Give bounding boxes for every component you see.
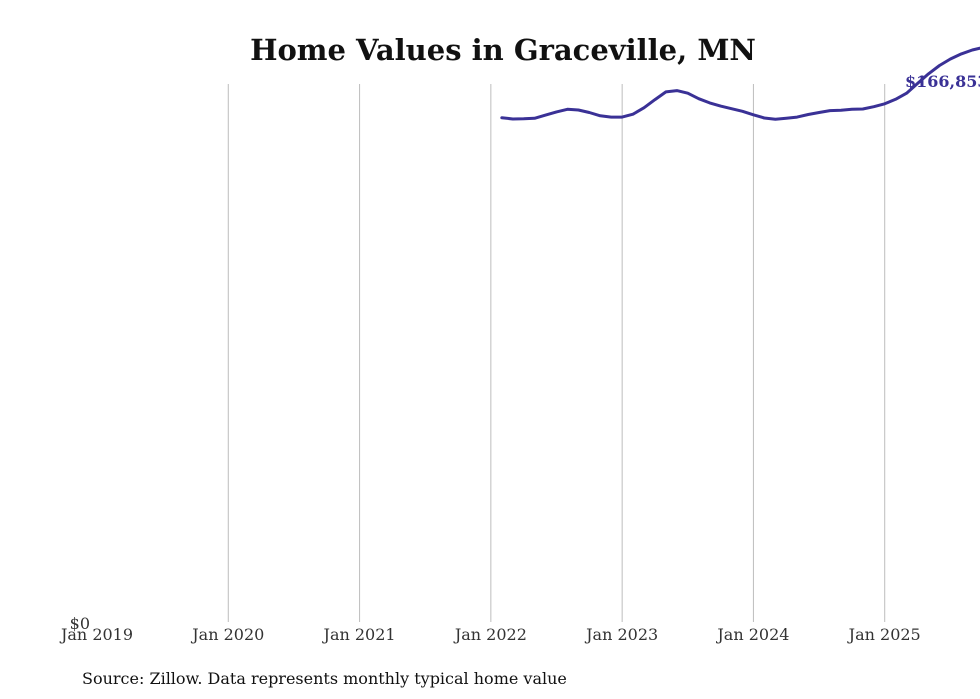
end-value-label: $166,853	[905, 72, 980, 91]
x-axis-ticks: Jan 2019 Jan 2020 Jan 2021 Jan 2022 Jan 2023…	[59, 625, 921, 644]
gridlines	[227, 84, 886, 622]
x-tick-label: Jan 2024	[715, 625, 789, 644]
x-tick-label: Jan 2021	[322, 625, 396, 644]
x-tick-label: Jan 2025	[847, 625, 921, 644]
series-layer	[500, 46, 980, 121]
y-tick-label: $0	[70, 614, 90, 633]
x-tick-label: Jan 2020	[190, 625, 264, 644]
y-axis-ticks: $0	[70, 614, 90, 633]
x-tick-label: Jan 2022	[453, 625, 527, 644]
x-tick-label: Jan 2019	[59, 625, 133, 644]
source-note: Source: Zillow. Data represents monthly …	[82, 669, 567, 688]
series-line	[500, 46, 980, 121]
x-tick-label: Jan 2023	[584, 625, 658, 644]
chart-title: Home Values in Graceville, MN	[250, 33, 756, 67]
